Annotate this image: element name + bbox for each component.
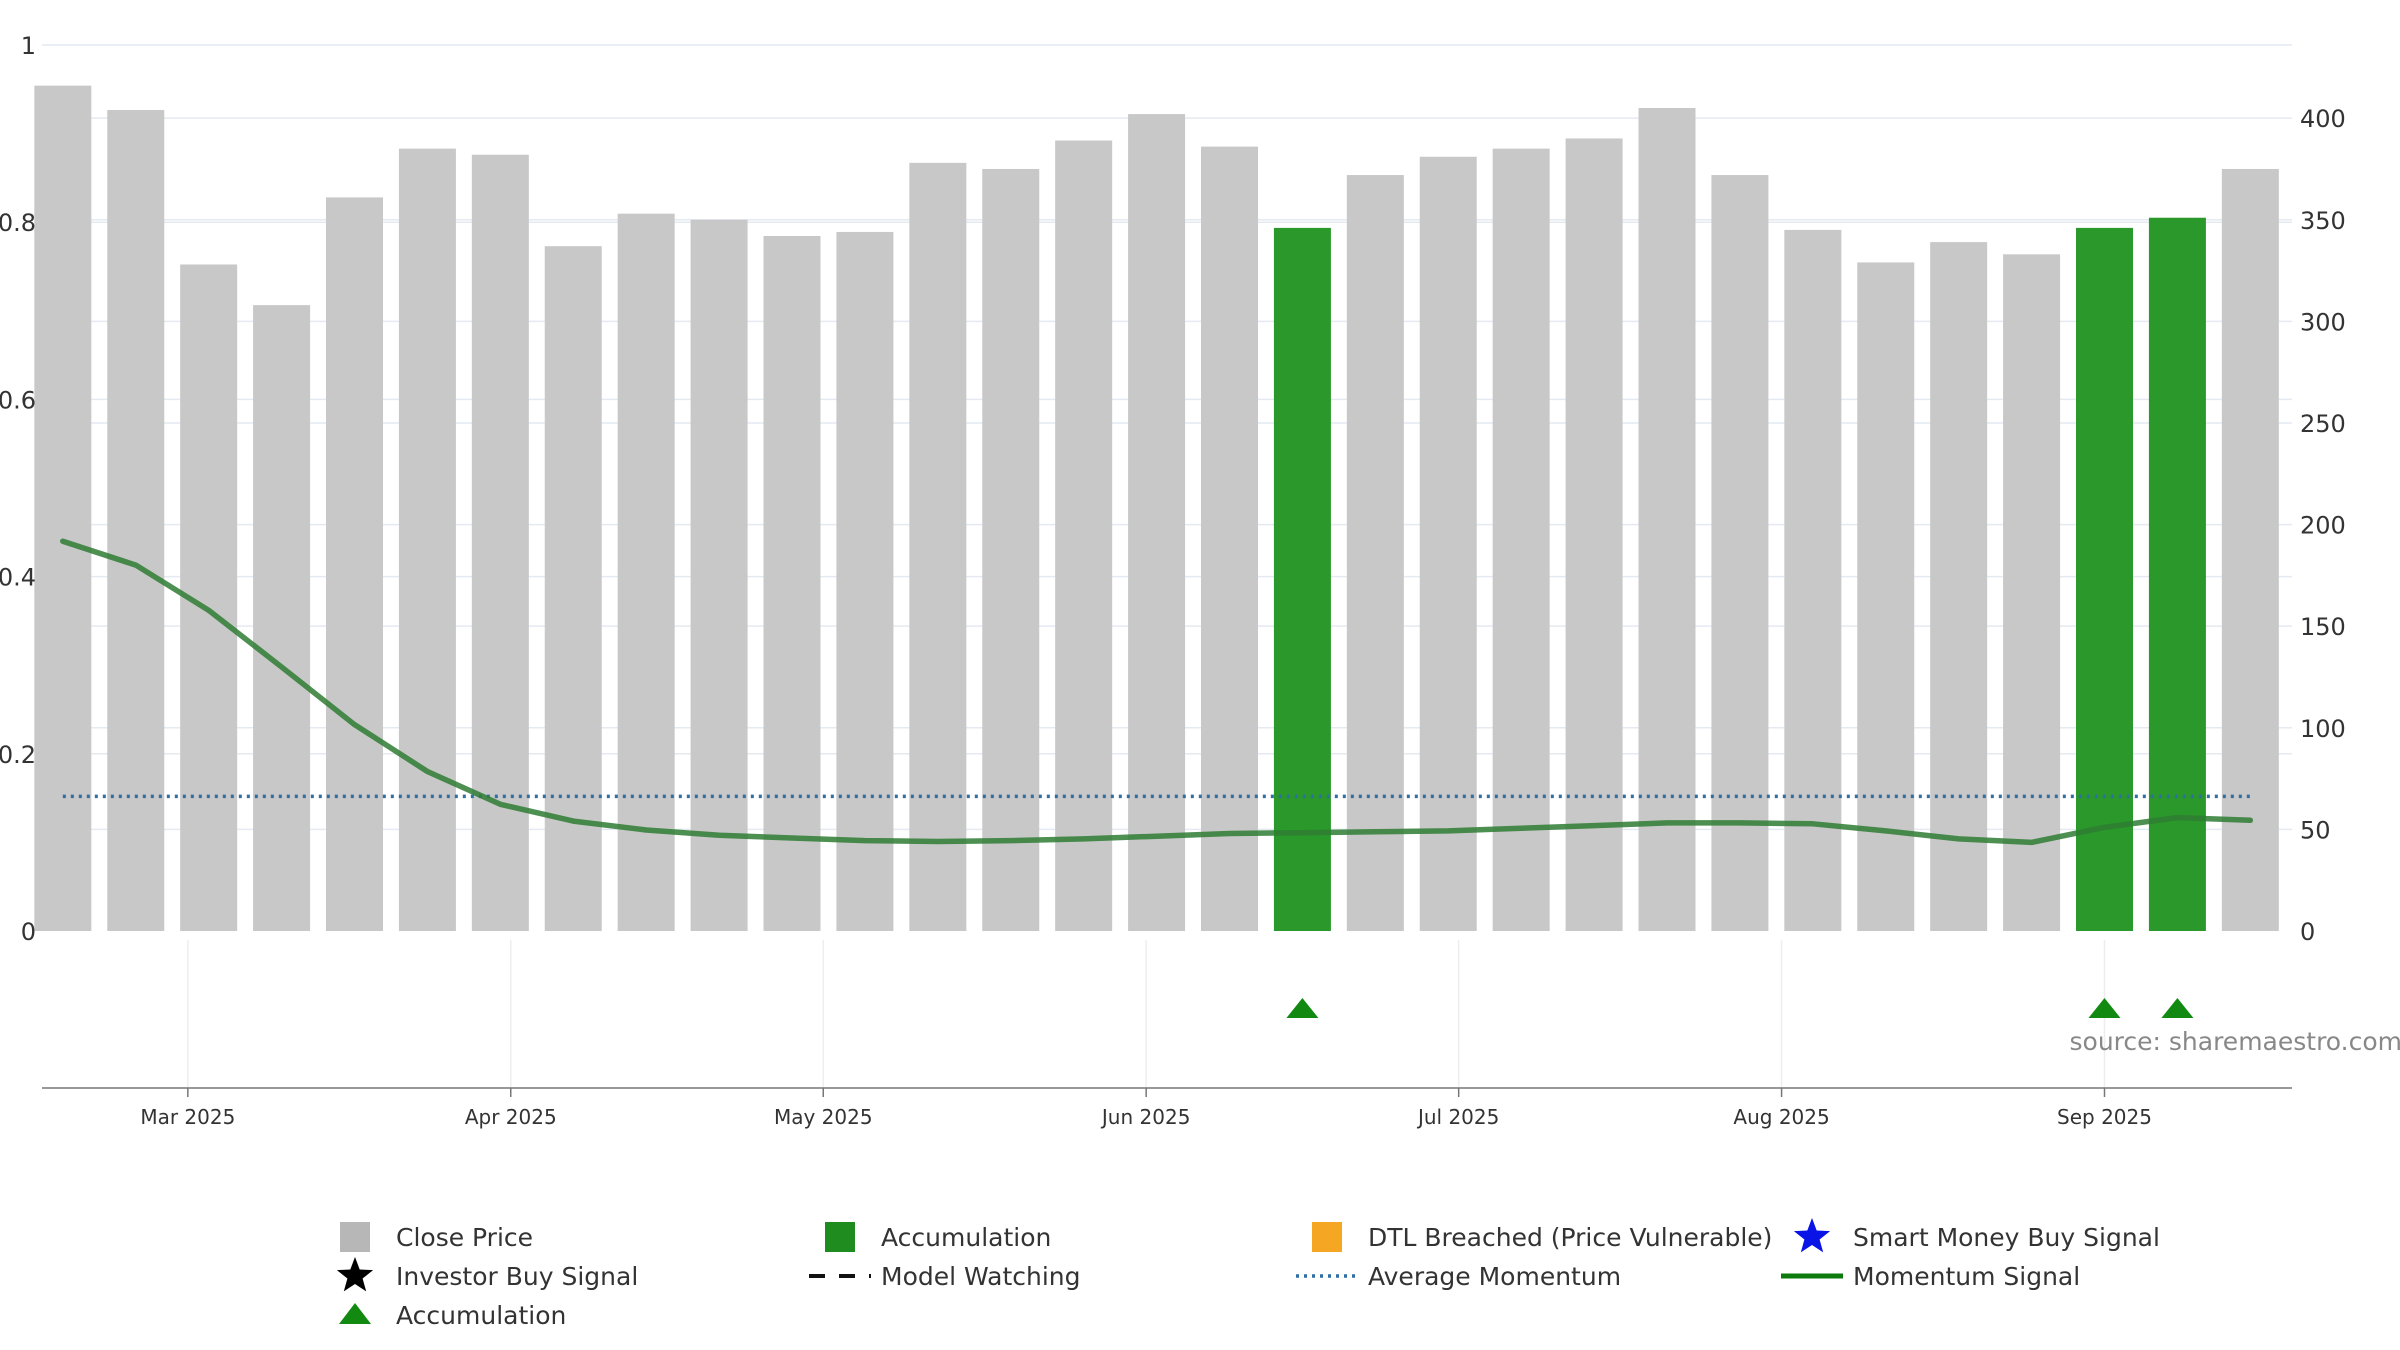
close-price-bar xyxy=(544,246,602,931)
legend-label: Momentum Signal xyxy=(1853,1262,2080,1291)
right-tick-label: 150 xyxy=(2300,613,2346,641)
legend-item: Investor Buy Signal xyxy=(336,1257,638,1292)
right-tick-label: 400 xyxy=(2300,105,2346,133)
accumulation-markers xyxy=(1286,998,2194,1018)
close-price-bar xyxy=(326,197,383,931)
left-tick-label: 0.6 xyxy=(0,386,36,414)
close-price-bar xyxy=(982,168,1040,931)
right-tick-label: 250 xyxy=(2300,410,2346,438)
legend-swatch xyxy=(340,1222,370,1252)
close-price-bar xyxy=(690,219,748,931)
momentum-signal-line xyxy=(60,538,2254,846)
close-price-bar xyxy=(398,148,456,931)
close-price-bar xyxy=(471,154,529,931)
close-price-bar xyxy=(1492,148,1550,931)
x-tick-label: Jun 2025 xyxy=(1100,1105,1191,1129)
left-tick-label: 1 xyxy=(21,32,36,60)
x-tick-label: Jul 2025 xyxy=(1416,1105,1499,1129)
left-tick-label: 0.4 xyxy=(0,564,36,592)
close-price-bar xyxy=(1128,114,1186,932)
close-price-bar xyxy=(836,231,894,932)
legend-label: DTL Breached (Price Vulnerable) xyxy=(1368,1223,1772,1252)
legend-swatch xyxy=(825,1222,855,1252)
close-price-bar xyxy=(1419,156,1477,931)
legend-item: Accumulation xyxy=(339,1301,566,1330)
close-price-bar xyxy=(253,305,311,931)
legend-label: Accumulation xyxy=(396,1301,566,1330)
close-price-bar xyxy=(909,162,967,932)
close-price-bar xyxy=(1784,229,1842,932)
legend-star-icon xyxy=(1793,1218,1831,1253)
legend: Close Price Accumulation DTL Breached (Pri… xyxy=(336,1218,2160,1330)
accumulation-bar xyxy=(2076,227,2133,932)
close-price-bar xyxy=(1857,262,1915,931)
close-price-bar xyxy=(1565,138,1623,932)
x-tick-label: Sep 2025 xyxy=(2057,1105,2152,1129)
x-tick-label: May 2025 xyxy=(774,1105,873,1129)
close-price-bar xyxy=(763,236,821,932)
close-price-bar xyxy=(2221,168,2279,931)
left-tick-label: 0 xyxy=(21,918,36,946)
close-price-bar xyxy=(2003,254,2061,931)
legend-item: DTL Breached (Price Vulnerable) xyxy=(1312,1222,1772,1252)
right-tick-label: 0 xyxy=(2300,918,2315,946)
legend-item: Model Watching xyxy=(809,1262,1081,1291)
accumulation-triangle xyxy=(1286,998,1319,1018)
source-label: source: sharemaestro.com xyxy=(2070,1027,2400,1056)
close-price-bar xyxy=(1346,175,1404,931)
right-tick-label: 350 xyxy=(2300,207,2346,235)
right-tick-label: 300 xyxy=(2300,308,2346,336)
legend-triangle-icon xyxy=(339,1303,371,1324)
legend-item: Momentum Signal xyxy=(1781,1262,2080,1291)
close-price-bar xyxy=(1638,107,1696,931)
x-tick-label: Mar 2025 xyxy=(140,1105,235,1129)
legend-label: Smart Money Buy Signal xyxy=(1853,1223,2160,1252)
x-tick-label: Apr 2025 xyxy=(465,1105,557,1129)
legend-item: Smart Money Buy Signal xyxy=(1793,1218,2160,1253)
close-price-bar xyxy=(1930,242,1988,931)
momentum-lines xyxy=(60,538,2254,846)
legend-swatch xyxy=(1312,1222,1342,1252)
close-price-bars xyxy=(34,85,2279,932)
accumulation-triangle xyxy=(2088,998,2121,1018)
close-price-bar xyxy=(1201,146,1258,932)
accumulation-bar xyxy=(2148,217,2206,931)
axes: 0 0.2 0.4 0.6 0.8 1 0 50 100 150 200 250 300 350 400 Ma… xyxy=(0,32,2346,1129)
legend-label: Average Momentum xyxy=(1368,1262,1621,1291)
right-tick-label: 50 xyxy=(2300,816,2331,844)
accumulation-triangle xyxy=(2161,998,2194,1018)
legend-item: Accumulation xyxy=(825,1222,1051,1252)
accumulation-bar xyxy=(1273,227,1331,932)
close-price-bar xyxy=(107,110,165,931)
legend-label: Accumulation xyxy=(881,1223,1051,1252)
legend-label: Model Watching xyxy=(881,1262,1081,1291)
right-tick-label: 100 xyxy=(2300,715,2346,743)
close-price-bar xyxy=(34,85,92,931)
legend-label: Close Price xyxy=(396,1223,533,1252)
legend-label: Investor Buy Signal xyxy=(396,1262,638,1291)
left-tick-label: 0.8 xyxy=(0,209,36,237)
legend-item: Average Momentum xyxy=(1296,1262,1621,1291)
left-tick-label: 0.2 xyxy=(0,741,36,769)
legend-item: Close Price xyxy=(340,1222,533,1252)
x-tick-label: Aug 2025 xyxy=(1733,1105,1829,1129)
close-price-bar xyxy=(1711,175,1769,931)
right-tick-label: 200 xyxy=(2300,512,2346,540)
legend-star-icon xyxy=(336,1257,374,1292)
close-price-bar xyxy=(617,213,675,931)
close-price-bar xyxy=(1055,140,1113,932)
